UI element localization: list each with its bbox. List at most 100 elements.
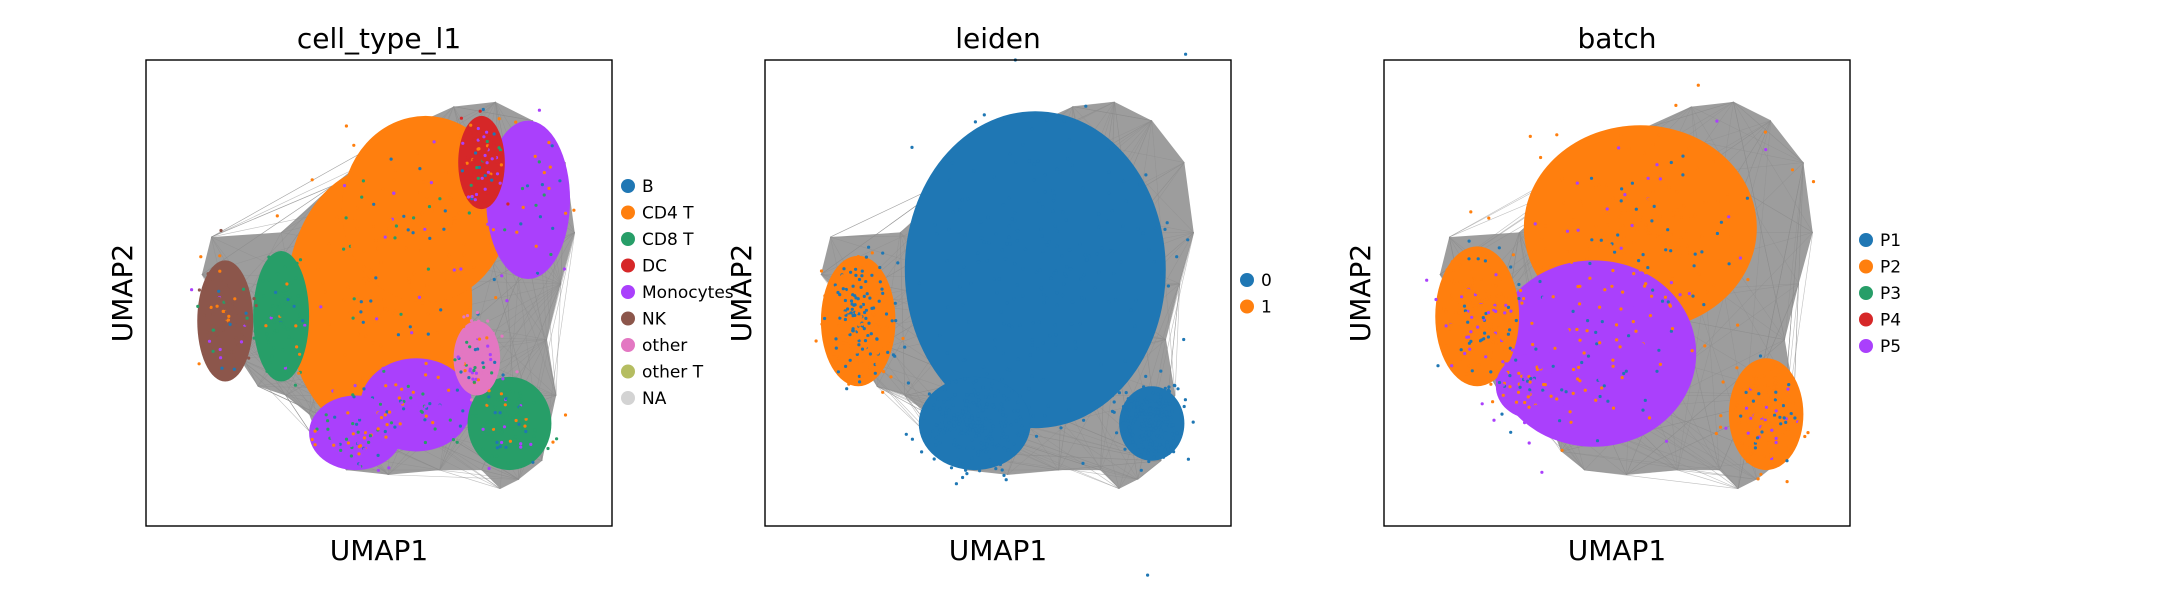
- cell-point: [377, 411, 381, 415]
- cell-point: [275, 214, 279, 218]
- cell-point: [1151, 414, 1155, 418]
- cell-point: [1533, 406, 1538, 410]
- cell-point: [1496, 368, 1500, 372]
- cell-point: [869, 337, 873, 341]
- cell-point: [526, 168, 530, 172]
- cell-point: [1560, 391, 1564, 395]
- cell-point: [865, 292, 869, 296]
- cell-point: [476, 378, 480, 382]
- cell-point: [1621, 224, 1625, 228]
- cell-point: [1082, 273, 1086, 277]
- cell-point: [515, 412, 519, 416]
- cell-point: [1172, 429, 1176, 433]
- cell-point: [489, 357, 493, 362]
- cell-point: [1675, 347, 1679, 351]
- cell-point: [1705, 290, 1709, 294]
- cell-point: [1124, 199, 1128, 203]
- x-axis-label: UMAP1: [1568, 534, 1667, 567]
- cell-point: [481, 180, 486, 184]
- cell-point: [1618, 345, 1622, 349]
- cell-point: [531, 454, 535, 458]
- cell-point: [854, 273, 858, 277]
- cell-point: [1014, 419, 1019, 423]
- cell-point: [490, 425, 494, 429]
- cell-point: [408, 325, 412, 329]
- cell-point: [394, 224, 398, 228]
- cell-point: [1148, 407, 1152, 411]
- cell-point: [1746, 278, 1750, 282]
- cell-point: [1144, 409, 1148, 413]
- cell-point: [1458, 263, 1462, 267]
- cell-point: [1600, 320, 1604, 324]
- cell-point: [998, 462, 1003, 467]
- cell-point: [1520, 389, 1524, 393]
- cell-point: [901, 336, 905, 341]
- cell-point: [563, 413, 568, 417]
- cell-point: [1611, 196, 1615, 200]
- cell-point: [400, 441, 404, 445]
- cell-point: [1020, 434, 1024, 438]
- cell-point: [1630, 207, 1634, 211]
- cell-point: [952, 417, 956, 421]
- cell-point: [344, 216, 348, 220]
- cell-point: [395, 379, 399, 383]
- cell-point: [421, 392, 425, 396]
- cell-point: [470, 176, 474, 180]
- cell-point: [444, 398, 448, 402]
- cell-point: [1060, 254, 1064, 258]
- cell-point: [976, 453, 980, 457]
- cell-point: [1154, 450, 1158, 454]
- cell-point: [1156, 392, 1160, 396]
- cell-point: [469, 146, 473, 150]
- cell-point: [1672, 394, 1676, 398]
- cell-point: [963, 233, 967, 237]
- cell-point: [475, 386, 479, 390]
- cell-point: [453, 390, 457, 394]
- legend-marker: [1859, 233, 1873, 247]
- cell-point: [419, 417, 423, 421]
- cell-point: [1163, 386, 1167, 390]
- cell-point: [407, 403, 411, 408]
- cell-point: [1004, 420, 1008, 424]
- cell-point: [1007, 235, 1011, 239]
- cell-point: [465, 314, 470, 318]
- cell-point: [1467, 239, 1471, 243]
- cell-point: [1676, 208, 1680, 212]
- cell-point: [873, 371, 877, 375]
- cell-point: [848, 314, 852, 318]
- cell-point: [965, 393, 969, 397]
- cell-point: [404, 409, 408, 413]
- cell-point: [286, 287, 290, 291]
- cell-point: [1575, 181, 1579, 185]
- cell-point: [1477, 299, 1482, 304]
- cell-point: [507, 210, 511, 214]
- cell-point: [1137, 412, 1141, 416]
- cell-point: [1163, 431, 1168, 435]
- cell-point: [1618, 394, 1622, 399]
- cell-point: [1486, 335, 1490, 339]
- cell-point: [1463, 351, 1467, 356]
- cell-point: [440, 344, 444, 348]
- cell-point: [1553, 394, 1557, 398]
- cell-point: [889, 375, 893, 379]
- cell-point: [400, 387, 404, 391]
- cell-point: [338, 433, 342, 437]
- cell-point: [414, 422, 418, 426]
- cell-point: [226, 318, 230, 322]
- cell-point: [1129, 308, 1133, 312]
- cell-point: [1532, 387, 1536, 391]
- cell-point: [351, 393, 355, 397]
- cell-point: [247, 356, 251, 360]
- cell-point: [1620, 376, 1624, 380]
- cell-point: [500, 334, 504, 338]
- cell-point: [1140, 412, 1144, 416]
- cell-point: [501, 377, 505, 381]
- cell-point: [503, 228, 507, 232]
- cell-point: [869, 328, 873, 332]
- cell-point: [1021, 267, 1025, 271]
- cell-point: [402, 407, 406, 411]
- legend-label: CD4 T: [642, 204, 694, 224]
- cell-point: [1535, 365, 1539, 369]
- cell-point: [940, 420, 945, 425]
- cell-point: [542, 186, 546, 190]
